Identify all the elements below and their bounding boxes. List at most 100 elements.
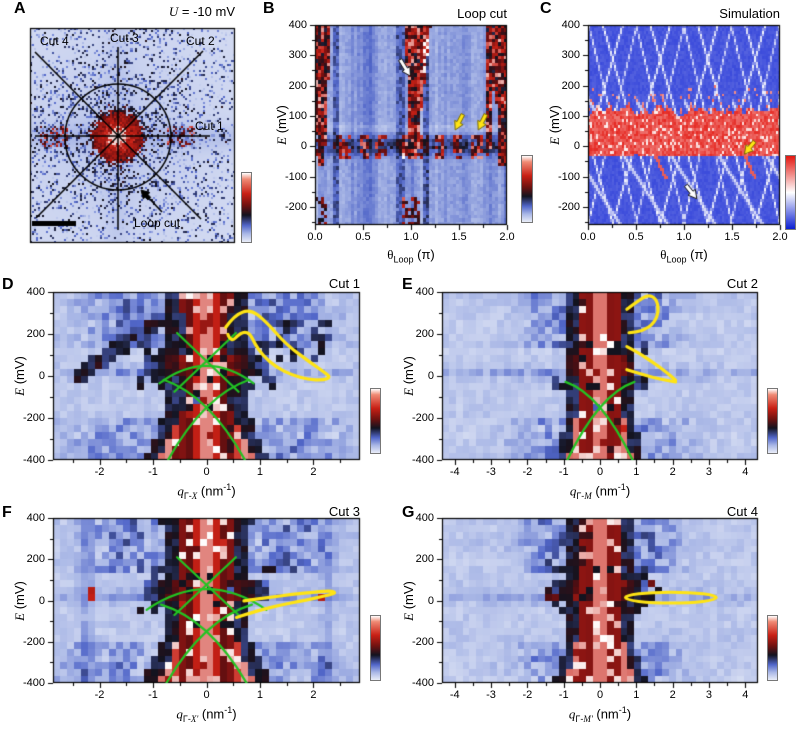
panel-a-heatmap — [0, 0, 260, 265]
panel-e-xtick-7: 3 — [705, 466, 713, 478]
panel-c-colorbar — [785, 155, 796, 230]
panel-f-xlabel: qΓ-X' (nm-1) — [176, 705, 237, 724]
panel-a: A U = -10 mV Cut 4 Cut 3 Cut 2 Cut 1 Loop cu… — [0, 0, 260, 265]
panel-e-xtick-8: 4 — [742, 466, 749, 478]
panel-b-xtick-0: 0.0 — [307, 231, 323, 243]
panel-b-letter: B — [263, 0, 275, 17]
panel-d-xtick-2: 0 — [203, 466, 210, 478]
panel-e-ytick-2: 0 — [427, 370, 434, 382]
panel-e-ytick-1: 200 — [415, 328, 434, 340]
panel-c-title: Simulation — [719, 6, 780, 21]
panel-e-xtick-4: 0 — [596, 466, 604, 478]
panel-g-ylabel: E (mV) — [401, 580, 416, 621]
panel-d-xtick-0: -2 — [94, 466, 105, 478]
panel-c-xtick-1: 0.5 — [628, 231, 644, 243]
panel-g-xlabel: qΓ-M' (nm-1) — [568, 705, 632, 724]
panel-e-xtick-3: -1 — [558, 466, 569, 478]
panel-g-ytick-2: 0 — [427, 594, 434, 607]
panel-f-xtick-4: 2 — [310, 689, 317, 701]
annotation-cut3: Cut 3 — [110, 31, 139, 45]
panel-f-ytick-2: 0 — [38, 594, 45, 607]
panel-g-ytick-3: -200 — [411, 635, 434, 648]
panel-g-colorbar — [767, 615, 778, 681]
panel-c-ytick-5: -100 — [557, 170, 580, 183]
annotation-cut1: Cut 1 — [195, 119, 224, 133]
panel-e-xlabel: qΓ-M (nm-1) — [569, 482, 631, 501]
panel-c-ytick-0: 400 — [561, 19, 580, 31]
panel-e-xtick-0: -4 — [449, 466, 460, 478]
panel-c-ytick-1: 300 — [561, 49, 580, 62]
panel-b-ytick-4: 0 — [300, 140, 307, 153]
panel-d-ytick-4: -400 — [22, 454, 45, 466]
panel-f-xtick-2: 0 — [203, 689, 210, 701]
panel-b-heatmap — [255, 0, 540, 265]
panel-e-heatmap — [395, 270, 800, 500]
panel-e-xtick-2: -2 — [522, 466, 533, 478]
panel-g-heatmap — [395, 500, 800, 730]
panel-f-ylabel: E (mV) — [12, 580, 27, 621]
panel-f-ytick-4: -400 — [22, 677, 45, 689]
panel-e-xtick-6: 2 — [669, 466, 676, 478]
panel-d-ylabel: E (mV) — [12, 356, 27, 396]
panel-f: F Cut 3 400 200 0 -200 -400 -2 -1 0 1 2 qΓ-X' (nm-… — [0, 500, 395, 730]
panel-e: E Cut 2 400 200 0 -200 -400 -4 -3 -2 -1 0 1 2 3 4 qΓ-M… — [395, 270, 800, 501]
panel-e-ylabel: E (mV) — [401, 356, 416, 396]
panel-b-xlabel: θLoop (π) — [387, 247, 435, 265]
panel-c-letter: C — [540, 0, 552, 17]
panel-b-ytick-6: -200 — [284, 200, 307, 213]
panel-c-heatmap — [535, 0, 800, 265]
panel-c-xtick-4: 2.0 — [772, 231, 788, 243]
panel-c-xtick-3: 1.5 — [724, 231, 740, 243]
panel-a-title: U = -10 mV — [168, 4, 235, 19]
panel-e-xtick-1: -3 — [486, 466, 496, 478]
annotation-loop: Loop cut — [134, 216, 181, 230]
panel-e-letter: E — [402, 276, 413, 293]
panel-d-heatmap — [0, 270, 395, 500]
panel-e-xtick-5: 1 — [633, 466, 640, 478]
panel-f-ytick-0: 400 — [26, 512, 45, 524]
panel-g-xtick-8: 4 — [742, 689, 749, 701]
panel-g-xtick-2: -2 — [522, 689, 533, 701]
panel-c-xlabel: θLoop (π) — [660, 247, 708, 265]
panel-g-xtick-4: 0 — [596, 689, 604, 701]
panel-d-title: Cut 1 — [328, 276, 360, 291]
panel-e-ytick-4: -400 — [411, 454, 434, 466]
panel-a-letter: A — [14, 0, 26, 17]
panel-c-ylabel: E (mV) — [547, 105, 562, 145]
panel-d-ytick-1: 200 — [26, 328, 45, 340]
panel-d-letter: D — [2, 276, 14, 293]
panel-g-letter: G — [402, 504, 415, 521]
panel-f-xtick-1: -1 — [148, 689, 158, 701]
panel-f-xtick-3: 1 — [256, 689, 264, 701]
panel-f-colorbar — [370, 615, 381, 681]
panel-g-xtick-7: 3 — [705, 689, 713, 701]
panel-b-ytick-3: 100 — [288, 109, 307, 122]
panel-f-xtick-0: -2 — [94, 689, 105, 701]
panel-d-xtick-1: -1 — [148, 466, 158, 478]
panel-b-ytick-2: 200 — [288, 79, 307, 92]
annotation-cut2: Cut 2 — [186, 34, 215, 48]
panel-d-ytick-3: -200 — [22, 412, 45, 424]
panel-c-ytick-6: -200 — [557, 200, 580, 213]
panel-g-ytick-1: 200 — [415, 553, 434, 566]
panel-b-ytick-1: 300 — [288, 49, 307, 62]
panel-g-xtick-1: -3 — [486, 689, 496, 701]
panel-g-ytick-4: -400 — [411, 677, 434, 689]
panel-d-xtick-4: 2 — [310, 466, 317, 478]
panel-b-colorbar — [521, 155, 533, 223]
panel-f-title: Cut 3 — [328, 504, 360, 519]
panel-b-ytick-0: 400 — [288, 19, 307, 31]
panel-b-ylabel: E (mV) — [274, 105, 289, 145]
panel-b-xtick-4: 2.0 — [499, 231, 515, 243]
panel-b: B Loop cut 400 300 200 100 0 -100 -200 0.0 0.5 1.… — [255, 0, 540, 265]
panel-d-xlabel: qΓ-X (nm-1) — [177, 482, 236, 501]
panel-b-ytick-5: -100 — [284, 170, 307, 183]
panel-e-ytick-0: 400 — [415, 286, 434, 298]
panel-g-xtick-3: -1 — [558, 689, 569, 701]
panel-d-ytick-0: 400 — [26, 286, 45, 298]
panel-g-ytick-0: 400 — [415, 512, 434, 524]
panel-f-heatmap — [0, 500, 395, 730]
panel-d: D Cut 1 400 200 0 -200 -400 -2 -1 0 1 2 qΓ-X (nm-1… — [0, 270, 395, 501]
panel-c-xtick-2: 1.0 — [676, 231, 692, 243]
